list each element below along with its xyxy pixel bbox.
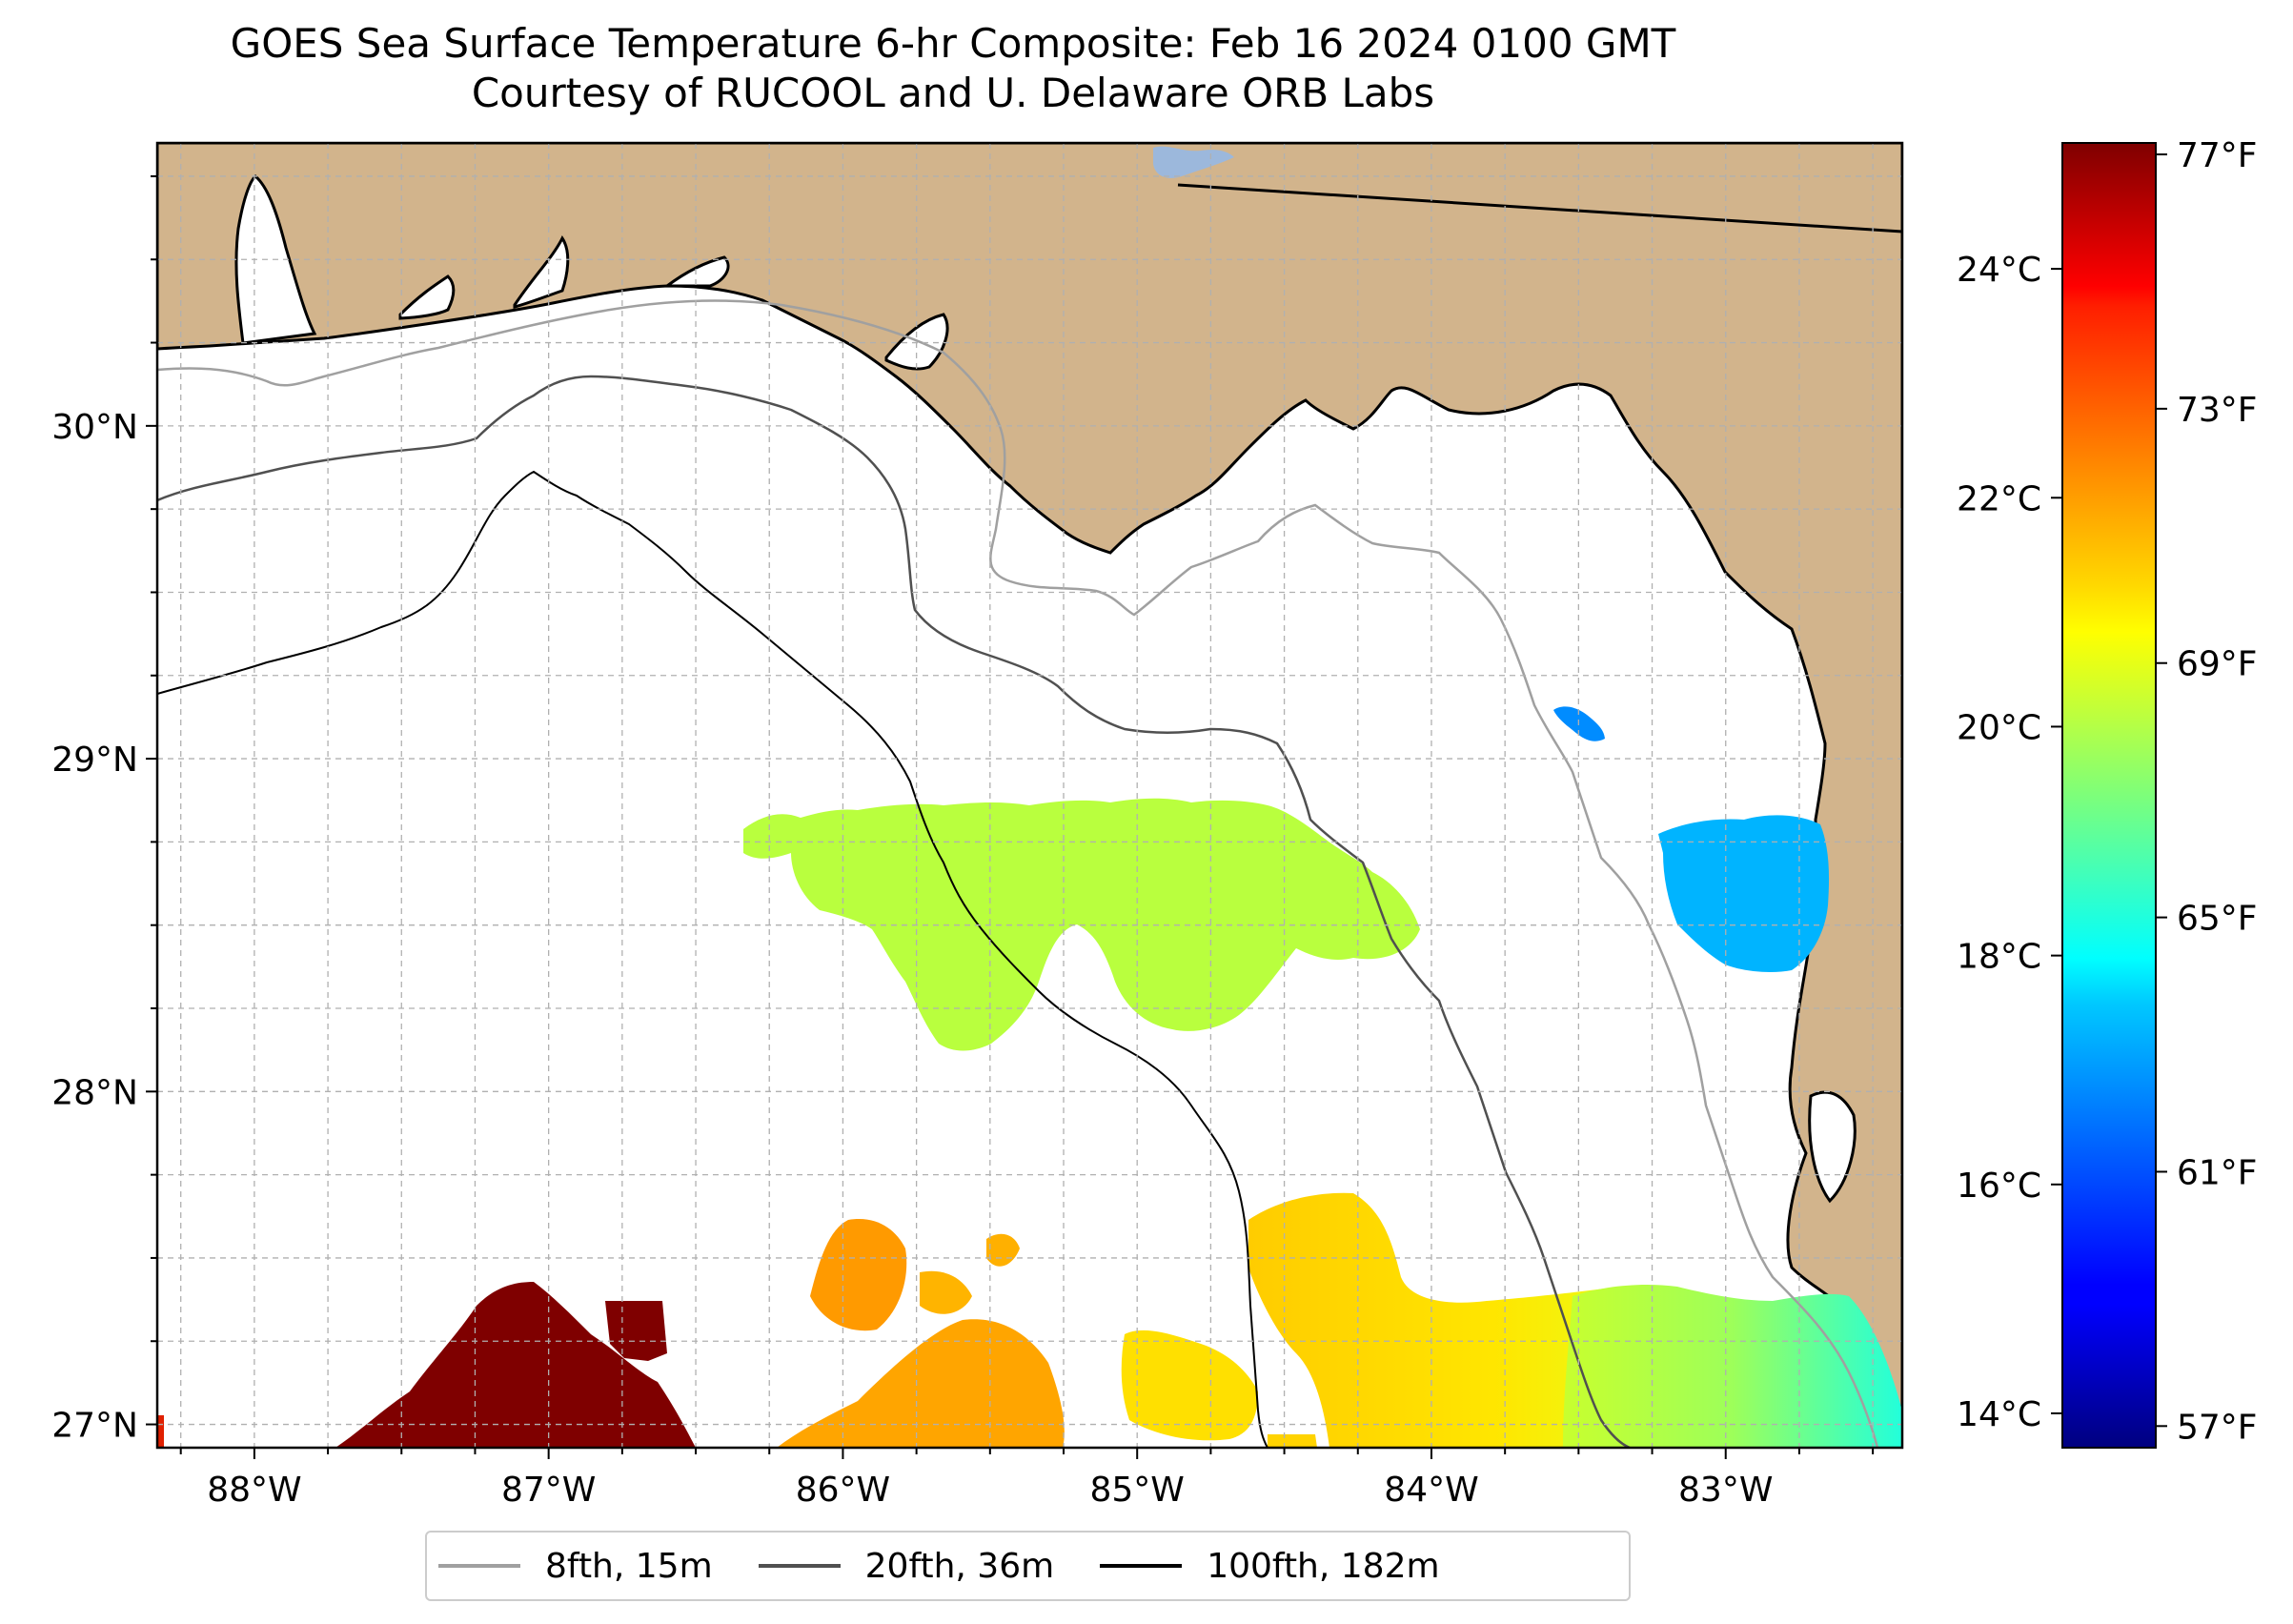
st-andrews-bay: [662, 255, 730, 288]
pensacola-bay: [398, 274, 456, 320]
colorbar-celsius-label: 16°C: [1957, 1167, 2041, 1206]
sst-patch-right-gradient: [1563, 1285, 1902, 1448]
longitude-axis: 88°W 87°W 86°W 85°W 84°W 83°W: [179, 1448, 1875, 1510]
colorbar-celsius-axis: 14°C 16°C 18°C 20°C 22°C 24°C: [1957, 251, 2062, 1434]
colorbar-fahrenheit-label: 65°F: [2177, 900, 2258, 939]
legend-line-swatch: [438, 1564, 520, 1568]
legend-label: 20fth, 36m: [864, 1546, 1055, 1586]
colorbar-fahrenheit-axis: 57°F 61°F 65°F 69°F 73°F 77°F: [2156, 136, 2258, 1447]
contour-100fth: [157, 470, 1268, 1448]
legend-entry: 20fth, 36m: [758, 1546, 1055, 1586]
contour-8fth: [157, 299, 1879, 1448]
lon-tick-label: 85°W: [1089, 1471, 1184, 1510]
lat-tick-label: 27°N: [51, 1407, 138, 1446]
lon-tick-label: 84°W: [1384, 1471, 1478, 1510]
legend-line-swatch: [1100, 1564, 1183, 1568]
colorbar-fahrenheit-label: 69°F: [2177, 645, 2258, 684]
sst-patch-yellow-1: [1121, 1330, 1258, 1441]
state-border: [1177, 183, 1902, 233]
lon-tick-label: 86°W: [796, 1471, 890, 1510]
lat-tick-label: 30°N: [51, 408, 138, 447]
colorbar-fahrenheit-label: 77°F: [2177, 136, 2258, 175]
sst-patch-dark-red: [335, 1282, 696, 1448]
legend-label: 100fth, 182m: [1207, 1546, 1440, 1586]
lake: [1153, 146, 1234, 178]
colorbar-frame: [2061, 142, 2157, 1449]
lon-tick-label: 88°W: [207, 1471, 301, 1510]
sst-patch-yellow-2: [1248, 1192, 1658, 1448]
legend-label: 8fth, 15m: [545, 1546, 713, 1586]
latitude-axis: 27°N 28°N 29°N 30°N: [51, 174, 157, 1446]
title-line-1: GOES Sea Surface Temperature 6-hr Compos…: [230, 20, 1676, 67]
legend-line-swatch: [758, 1564, 841, 1568]
colorbar-celsius-label: 18°C: [1957, 938, 2041, 977]
lat-tick-label: 29°N: [51, 741, 138, 780]
sst-patch-yellow-3: [1268, 1434, 1317, 1448]
lon-tick-label: 83°W: [1678, 1471, 1773, 1510]
legend-entry: 100fth, 182m: [1100, 1546, 1440, 1586]
colorbar: [2062, 143, 2156, 1448]
figure-title: GOES Sea Surface Temperature 6-hr Compos…: [0, 19, 1906, 118]
sst-patch-orange-1: [810, 1219, 907, 1331]
lon-tick-label: 87°W: [501, 1471, 596, 1510]
map-frame: [155, 141, 1904, 1450]
sst-patch-cyan: [1658, 815, 1830, 972]
map-gridlines: [157, 143, 1902, 1448]
title-line-2: Courtesy of RUCOOL and U. Delaware ORB L…: [471, 70, 1435, 116]
colorbar-celsius-label: 14°C: [1957, 1395, 2041, 1434]
choctawhatchee-bay: [513, 235, 570, 309]
colorbar-celsius-label: 22°C: [1957, 479, 2041, 518]
legend-entry: 8fth, 15m: [438, 1547, 713, 1586]
sst-patch-dark-red-2: [605, 1301, 667, 1361]
colorbar-celsius-label: 24°C: [1957, 251, 2041, 290]
colorbar-celsius-label: 20°C: [1957, 708, 2041, 747]
colorbar-fahrenheit-label: 61°F: [2177, 1153, 2258, 1192]
sst-patch-red-edge: [157, 1415, 164, 1448]
colorbar-fahrenheit-label: 73°F: [2177, 391, 2258, 430]
colorbar-fahrenheit-label: 57°F: [2177, 1408, 2258, 1447]
lat-tick-label: 28°N: [51, 1073, 138, 1112]
contour-legend: 8fth, 15m 20fth, 36m 100fth, 182m: [425, 1531, 1631, 1601]
sst-patch-orange-3: [920, 1270, 972, 1314]
sst-patch-orange-2: [777, 1319, 1065, 1448]
